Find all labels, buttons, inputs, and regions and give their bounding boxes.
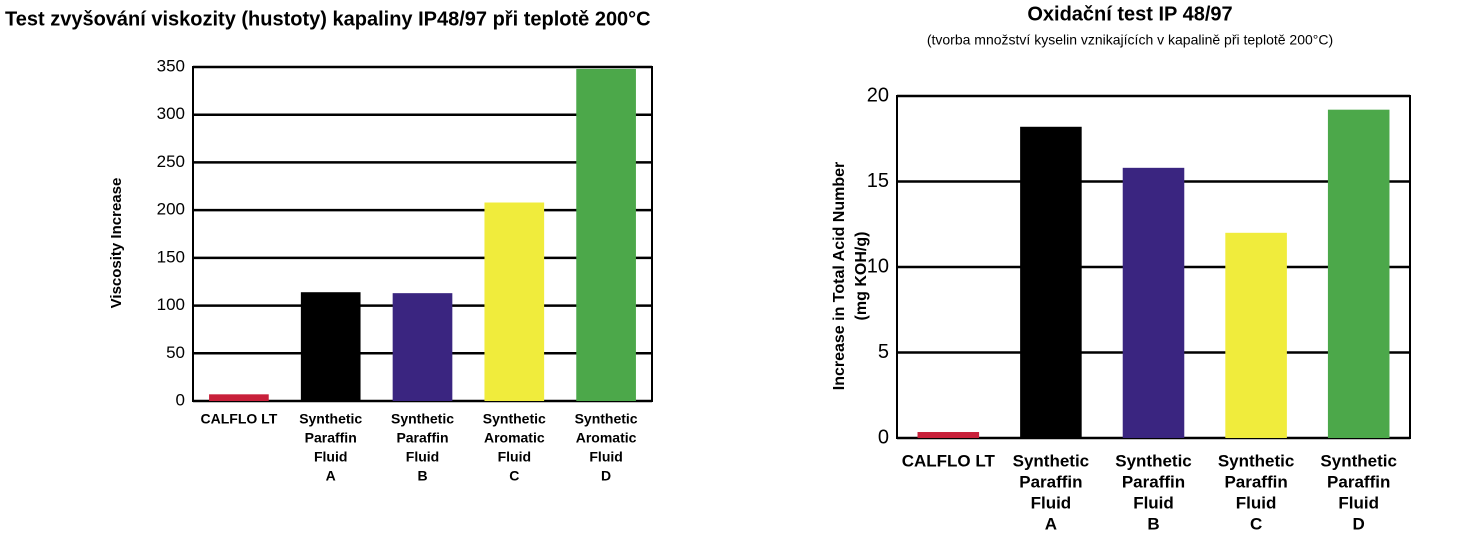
- y-tick-label: 200: [157, 200, 185, 219]
- x-tick-label: C: [1250, 514, 1262, 533]
- y-axis-label: Viscosity Increase: [108, 178, 125, 309]
- chart-title: Test zvyšování viskozity (hustoty) kapal…: [5, 8, 651, 30]
- bar: [1225, 232, 1287, 438]
- x-tick-label: Fluid: [1338, 493, 1379, 512]
- y-tick-label: 10: [867, 255, 889, 277]
- y-tick-label: 50: [166, 343, 185, 362]
- chart-title: Oxidační test IP 48/97: [1027, 3, 1232, 25]
- x-tick-label: B: [417, 468, 427, 484]
- x-tick-label: Fluid: [406, 449, 439, 465]
- y-axis-label: Increase in Total Acid Number: [831, 162, 848, 391]
- y-tick-label: 100: [157, 295, 185, 314]
- x-tick-label: Synthetic: [1218, 451, 1295, 470]
- bar: [392, 293, 453, 401]
- x-tick-label: Synthetic: [1320, 451, 1397, 470]
- x-tick-label: Fluid: [1133, 493, 1174, 512]
- chart-subtitle: (tvorba množství kyselin vznikajících v …: [927, 32, 1333, 48]
- x-tick-label: Synthetic: [1013, 451, 1090, 470]
- x-tick-label: Synthetic: [1115, 451, 1192, 470]
- x-tick-label: Paraffin: [1019, 472, 1082, 491]
- x-tick-label: Synthetic: [483, 411, 546, 427]
- y-tick-label: 150: [157, 247, 185, 266]
- x-tick-label: Aromatic: [576, 430, 637, 446]
- x-tick-label: Fluid: [1236, 493, 1277, 512]
- x-tick-label: D: [601, 468, 611, 484]
- x-tick-label: Fluid: [498, 449, 531, 465]
- bar: [1020, 126, 1082, 438]
- bar: [300, 292, 361, 401]
- x-tick-label: Synthetic: [391, 411, 454, 427]
- x-tick-label: CALFLO LT: [902, 451, 996, 470]
- x-tick-label: Aromatic: [484, 430, 545, 446]
- bar: [576, 68, 636, 401]
- y-tick-label: 300: [157, 104, 185, 123]
- x-tick-label: CALFLO LT: [201, 411, 278, 427]
- x-tick-label: A: [1045, 514, 1057, 533]
- bar: [1327, 109, 1390, 439]
- bar: [1122, 167, 1185, 438]
- x-tick-label: Fluid: [589, 449, 622, 465]
- y-axis-label: (mg KOH/g): [853, 232, 870, 321]
- x-tick-label: B: [1147, 514, 1159, 533]
- x-tick-label: Synthetic: [299, 411, 362, 427]
- bar: [484, 202, 545, 401]
- y-tick-label: 20: [867, 84, 889, 106]
- x-tick-label: Fluid: [314, 449, 347, 465]
- x-tick-label: Paraffin: [1327, 472, 1390, 491]
- y-tick-label: 350: [157, 56, 185, 75]
- x-tick-label: Paraffin: [1224, 472, 1287, 491]
- x-tick-label: A: [326, 468, 336, 484]
- bar: [209, 394, 269, 401]
- x-tick-label: Paraffin: [1122, 472, 1185, 491]
- x-tick-label: Synthetic: [575, 411, 638, 427]
- x-tick-label: D: [1353, 514, 1365, 533]
- x-tick-label: Fluid: [1031, 493, 1072, 512]
- y-tick-label: 250: [157, 152, 185, 171]
- y-tick-label: 15: [867, 170, 889, 192]
- x-tick-label: Paraffin: [305, 430, 357, 446]
- y-tick-label: 5: [878, 341, 889, 363]
- y-tick-label: 0: [176, 390, 185, 409]
- bar: [917, 432, 980, 438]
- y-tick-label: 0: [878, 426, 889, 448]
- x-tick-label: C: [509, 468, 519, 484]
- x-tick-label: Paraffin: [396, 430, 448, 446]
